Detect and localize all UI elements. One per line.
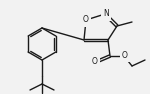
Text: O: O [92,58,98,66]
Text: N: N [103,9,109,19]
Text: O: O [122,50,128,60]
Text: O: O [83,16,89,25]
